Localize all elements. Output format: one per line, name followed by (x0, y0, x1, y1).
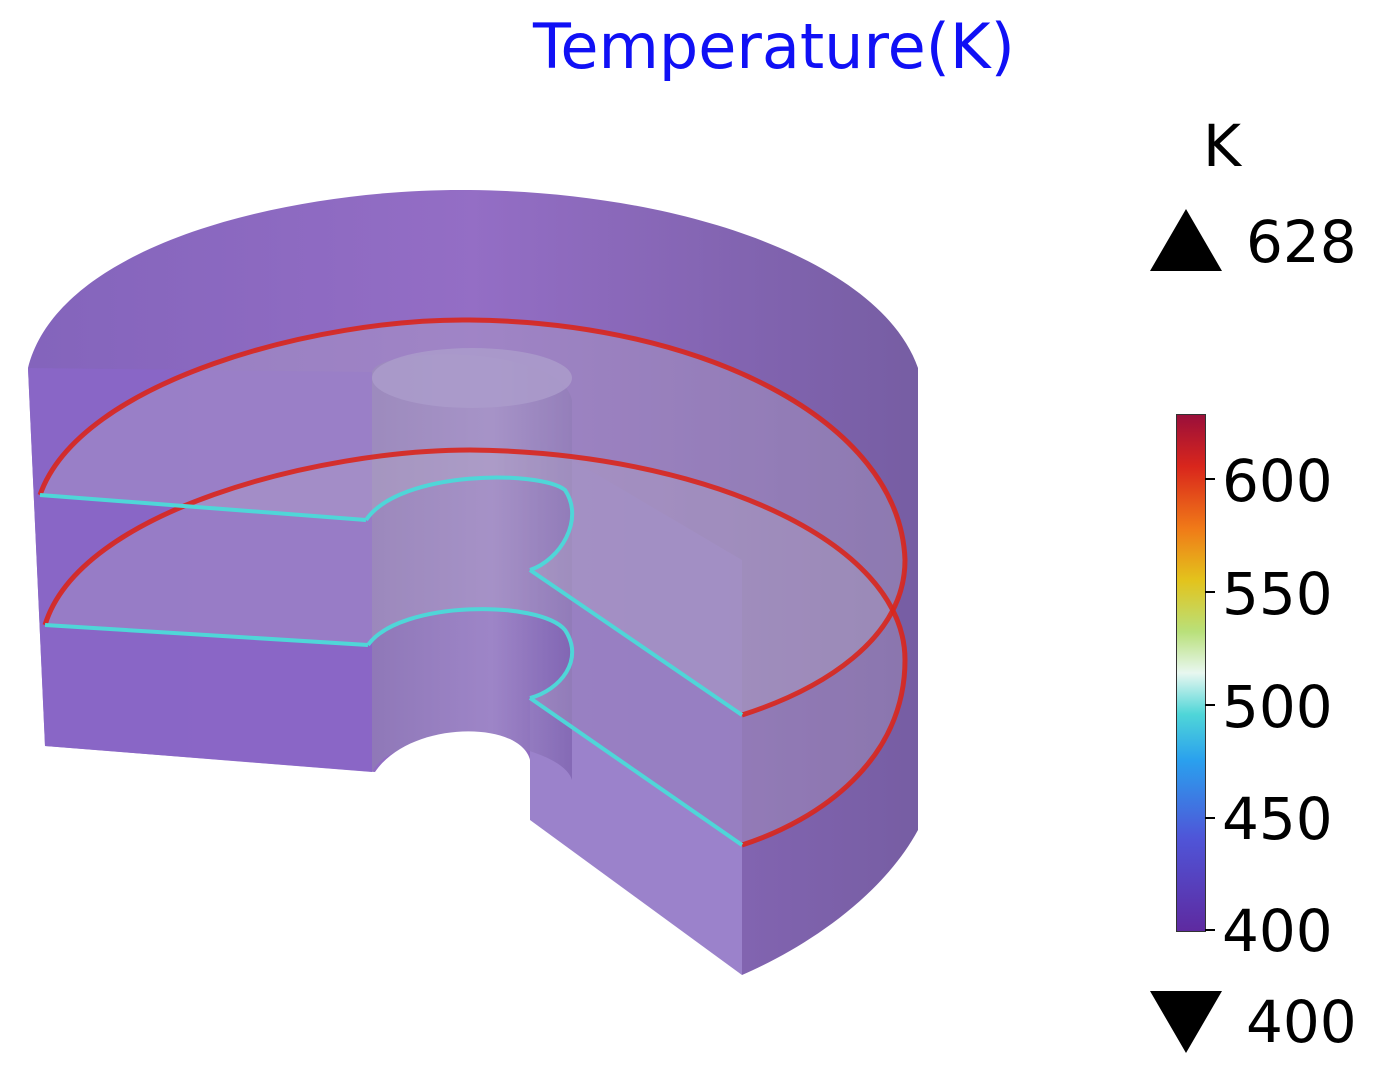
colorbar-max: 628 (1150, 208, 1357, 278)
cutaway-cylinder-model (28, 189, 918, 976)
inner-bore-top (372, 348, 572, 408)
colorbar-tick-label: 400 (1222, 897, 1333, 965)
lower-inner-arc (366, 607, 575, 700)
upper-inner-arc (364, 475, 575, 572)
lower-right-cut-line (528, 696, 744, 847)
inner-bore (372, 354, 572, 780)
colorbar (1176, 414, 1206, 932)
triangle-up-icon (1150, 208, 1222, 271)
colorbar-tickmark (1205, 704, 1215, 706)
colorbar-tick-label: 500 (1222, 673, 1333, 741)
colorbar-min-value: 400 (1246, 988, 1357, 1056)
bottom-cutout (375, 731, 530, 830)
colorbar-tickmark (1205, 929, 1215, 931)
plot-title: Temperature(K) (533, 10, 1015, 83)
colorbar-tick-label: 600 (1222, 447, 1333, 515)
colorbar-min: 400 (1150, 988, 1357, 1058)
colorbar-max-value: 628 (1246, 208, 1357, 276)
colorbar-unit: K (1203, 112, 1242, 180)
lower-hot-arc (42, 447, 908, 848)
colorbar-tickmark (1205, 817, 1215, 819)
upper-layer-surface (40, 319, 905, 715)
cut-face-right (530, 435, 742, 975)
colorbar-tickmark (1205, 591, 1215, 593)
upper-left-cut-line (39, 493, 367, 522)
cut-face-left (28, 368, 372, 772)
colorbar-tick-label: 550 (1222, 560, 1333, 628)
upper-hot-arc (37, 317, 908, 718)
lower-left-cut-line (44, 623, 369, 647)
triangle-down-icon (1150, 990, 1222, 1053)
lower-layer-surface (45, 450, 905, 845)
colorbar-tickmark (1205, 478, 1215, 480)
colorbar-tick-label: 450 (1222, 785, 1333, 853)
upper-right-cut-line (528, 568, 744, 717)
